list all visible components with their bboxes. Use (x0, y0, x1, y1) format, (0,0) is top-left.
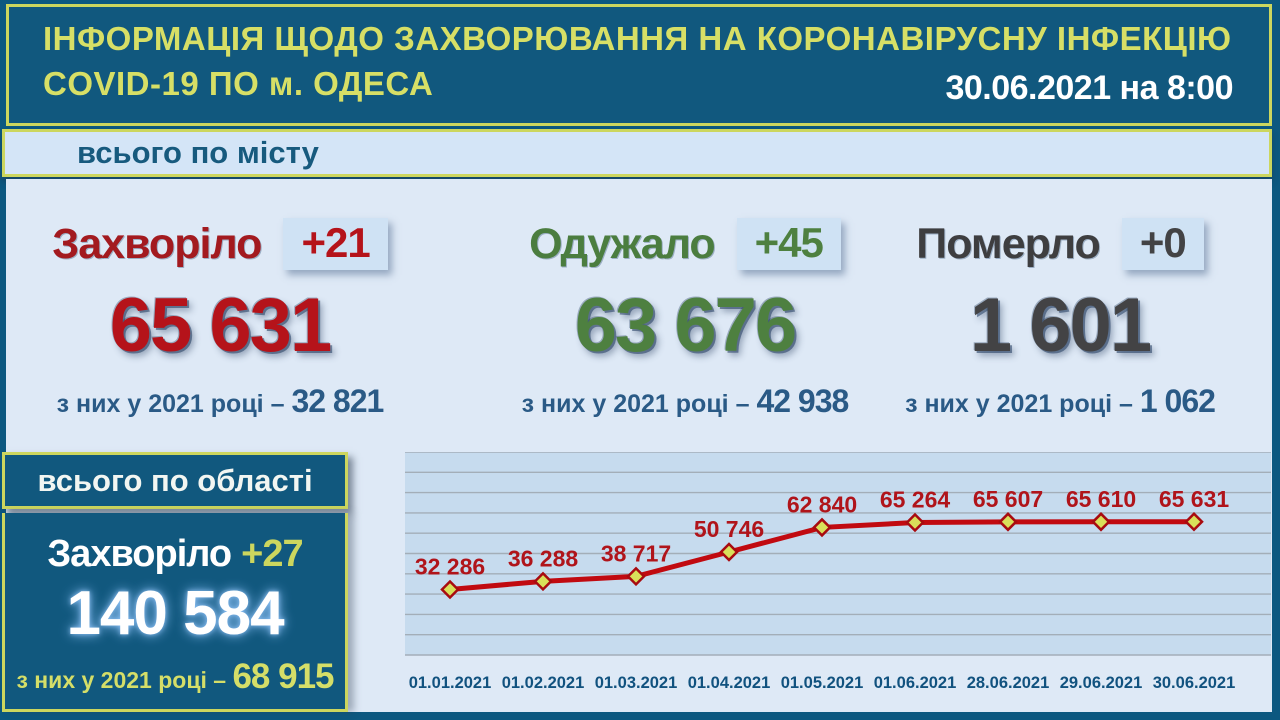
diamond-marker (1184, 512, 1204, 532)
point-label: 62 840 (787, 491, 857, 517)
x-axis-tick-label: 29.06.2021 (1060, 674, 1143, 692)
stat-recovered-label: Одужало (529, 219, 716, 268)
diamond-marker (440, 579, 460, 600)
x-axis-tick-label: 01.05.2021 (781, 674, 864, 692)
diamond-marker (1091, 512, 1111, 532)
x-axis-tick-label: 01.02.2021 (502, 674, 585, 692)
region-section-header: всього по області (2, 452, 348, 509)
stat-sick-delta-badge: +21 (283, 218, 388, 270)
point-label: 65 607 (973, 486, 1043, 512)
stat-deaths-header: Померло +0 (870, 218, 1250, 270)
region-year-value: 68 915 (232, 657, 334, 696)
x-axis-tick-label: 30.06.2021 (1153, 674, 1236, 692)
diamond-marker (905, 512, 925, 533)
diamond-marker (533, 571, 553, 592)
stat-sick-header: Захворіло +21 (20, 218, 420, 270)
point-label: 32 286 (415, 553, 485, 579)
region-stats-panel: Захворіло +27 140 584 з них у 2021 році –… (2, 513, 348, 712)
page-title-line2: COVID-19 ПО м. ОДЕСА (43, 65, 434, 102)
stat-sick-label: Захворіло (52, 219, 262, 268)
region-year-label: з них у 2021 році – (16, 667, 227, 693)
x-axis-tick-label: 01.06.2021 (874, 674, 957, 692)
stat-sick-year-line: з них у 2021 році – 32 821 (20, 383, 420, 420)
stat-deaths-year-line: з них у 2021 році – 1 062 (870, 383, 1250, 420)
point-label: 65 631 (1159, 486, 1230, 512)
diamond-marker (812, 517, 832, 538)
diamond-marker (719, 542, 739, 562)
point-label: 36 288 (508, 545, 579, 571)
city-section-title: всього по місту (77, 135, 319, 170)
page-title-line1: ІНФОРМАЦІЯ ЩОДО ЗАХВОРЮВАННЯ НА КОРОНАВІ… (43, 20, 1232, 57)
x-axis-tick-label: 01.01.2021 (409, 674, 492, 692)
point-label: 38 717 (601, 540, 671, 566)
city-section-bar: всього по місту (2, 129, 1272, 177)
report-datetime: 30.06.2021 на 8:00 (945, 69, 1233, 107)
x-axis-tick-label: 01.03.2021 (595, 674, 678, 692)
stat-sick-year-value: 32 821 (291, 383, 384, 419)
point-label: 50 746 (694, 516, 764, 542)
region-sick-line: Захворіло +27 (5, 533, 345, 576)
stat-recovered-year-label: з них у 2021 році – (521, 390, 750, 418)
region-sick-delta: +27 (241, 533, 303, 575)
stat-deaths-year-label: з них у 2021 році – (905, 390, 1133, 418)
stat-recovered-delta-badge: +45 (736, 218, 841, 270)
stat-recovered-value: 63 676 (574, 283, 797, 368)
stat-recovered-year-value: 42 938 (756, 383, 849, 419)
stat-recovered-year-line: з них у 2021 році – 42 938 (475, 383, 895, 420)
cases-line-chart: 32 286 01.01.2021 36 288 01.02.2021 38 717 01… (405, 452, 1271, 702)
stat-deaths-value: 1 601 (969, 283, 1152, 368)
stat-sick-year-label: з них у 2021 році – (56, 390, 285, 418)
header: ІНФОРМАЦІЯ ЩОДО ЗАХВОРЮВАННЯ НА КОРОНАВІ… (6, 4, 1272, 126)
x-axis-tick-label: 01.04.2021 (688, 674, 771, 692)
x-axis-tick-label: 28.06.2021 (967, 674, 1050, 692)
stat-deaths-year-value: 1 062 (1139, 383, 1216, 419)
stat-block-deaths: Померло +0 1 601 з них у 2021 році – 1 0… (870, 218, 1250, 420)
stat-block-recovered: Одужало +45 63 676 з них у 2021 році – 4… (475, 218, 895, 420)
stat-recovered-header: Одужало +45 (475, 218, 895, 270)
stat-deaths-label: Померло (916, 219, 1101, 268)
region-year-line: з них у 2021 році – 68 915 (5, 657, 345, 697)
stat-block-sick: Захворіло +21 65 631 з них у 2021 році –… (20, 218, 420, 420)
chart-svg: 32 286 01.01.2021 36 288 01.02.2021 38 717 01… (405, 452, 1271, 692)
diamond-marker (998, 512, 1018, 532)
region-section-title: всього по області (37, 462, 313, 498)
point-label: 65 610 (1066, 486, 1136, 512)
region-sick-value: 140 584 (66, 579, 284, 648)
diamond-marker (626, 566, 646, 587)
point-label: 65 264 (880, 487, 951, 513)
stat-sick-value: 65 631 (109, 283, 332, 368)
stat-deaths-delta-badge: +0 (1121, 218, 1204, 270)
region-sick-label: Захворіло (47, 533, 232, 575)
